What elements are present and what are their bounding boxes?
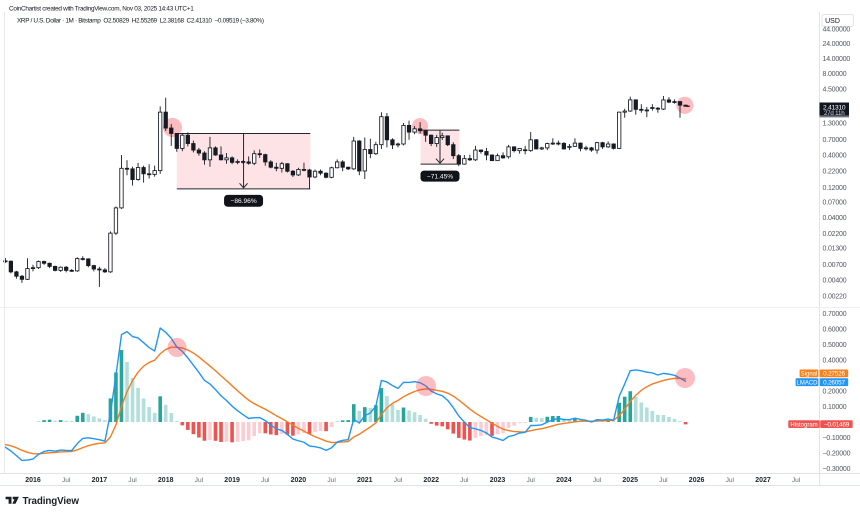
svg-text:0.40000: 0.40000 [823,152,847,159]
svg-text:0.60000: 0.60000 [823,326,847,333]
svg-text:2022: 2022 [423,477,439,484]
svg-text:−71.45%: −71.45% [427,173,453,180]
svg-text:0.40000: 0.40000 [823,357,847,364]
svg-text:0.01300: 0.01300 [823,245,847,252]
svg-text:14.00000: 14.00000 [823,56,851,63]
svg-text:Jul: Jul [460,477,469,484]
svg-text:USD: USD [825,18,840,25]
svg-text:Jul: Jul [62,477,71,484]
svg-text:0.22000: 0.22000 [823,169,847,176]
svg-text:−86.96%: −86.96% [230,198,256,205]
svg-text:−0.10000: −0.10000 [823,435,851,442]
svg-text:0.26057: 0.26057 [823,379,845,386]
svg-text:24.00000: 24.00000 [823,41,851,48]
svg-text:2023: 2023 [490,477,506,484]
svg-text:0.00400: 0.00400 [823,277,847,284]
svg-text:2020: 2020 [291,477,307,484]
svg-text:8.00000: 8.00000 [823,71,847,78]
svg-text:2018: 2018 [158,477,174,484]
svg-text:Jul: Jul [526,477,535,484]
svg-text:LMACD: LMACD [796,380,818,386]
svg-text:Jul: Jul [593,477,602,484]
svg-text:0.70000: 0.70000 [823,137,847,144]
svg-text:44.00000: 44.00000 [823,26,851,33]
svg-text:0.00220: 0.00220 [823,294,847,301]
svg-text:−0.01469: −0.01469 [824,421,850,428]
svg-text:2017: 2017 [92,477,108,484]
svg-text:0.27526: 0.27526 [823,371,845,378]
svg-text:0.12000: 0.12000 [823,185,847,192]
svg-text:0.04000: 0.04000 [823,215,847,222]
svg-text:2016: 2016 [25,477,41,484]
svg-text:TradingView: TradingView [23,496,80,507]
svg-text:2026: 2026 [689,477,705,484]
svg-text:0.02200: 0.02200 [823,231,847,238]
svg-text:0.50000: 0.50000 [823,342,847,349]
svg-text:1.30000: 1.30000 [823,120,847,127]
svg-text:Jul: Jul [327,477,336,484]
svg-text:Histogram: Histogram [790,422,817,428]
svg-text:0.07000: 0.07000 [823,200,847,207]
svg-text:2027: 2027 [755,477,771,484]
svg-text:2021: 2021 [357,477,373,484]
svg-text:0.10000: 0.10000 [823,404,847,411]
svg-text:0.20000: 0.20000 [823,388,847,395]
svg-text:2025: 2025 [622,477,638,484]
svg-text:2.41310: 2.41310 [823,104,846,111]
svg-text:−0.30000: −0.30000 [823,466,851,473]
svg-text:Signal: Signal [801,372,818,378]
svg-text:Jul: Jul [792,477,801,484]
svg-text:XRP / U.S. Dollar · 1M · Bitst: XRP / U.S. Dollar · 1M · Bitstamp O2.508… [17,17,264,24]
svg-text:0.70000: 0.70000 [823,311,847,318]
svg-text:Jul: Jul [659,477,668,484]
svg-text:Jul: Jul [195,477,204,484]
svg-text:0.00700: 0.00700 [823,262,847,269]
svg-text:27d 11h: 27d 11h [824,110,845,117]
svg-text:2024: 2024 [556,477,572,484]
svg-text:Jul: Jul [394,477,403,484]
svg-text:Jul: Jul [261,477,270,484]
svg-text:CoinChartist created with Trad: CoinChartist created with TradingView.co… [9,5,194,12]
svg-text:Jul: Jul [726,477,735,484]
svg-text:4.50000: 4.50000 [823,87,847,94]
svg-text:2019: 2019 [224,477,240,484]
svg-text:Jul: Jul [128,477,137,484]
svg-text:−0.20000: −0.20000 [823,450,851,457]
